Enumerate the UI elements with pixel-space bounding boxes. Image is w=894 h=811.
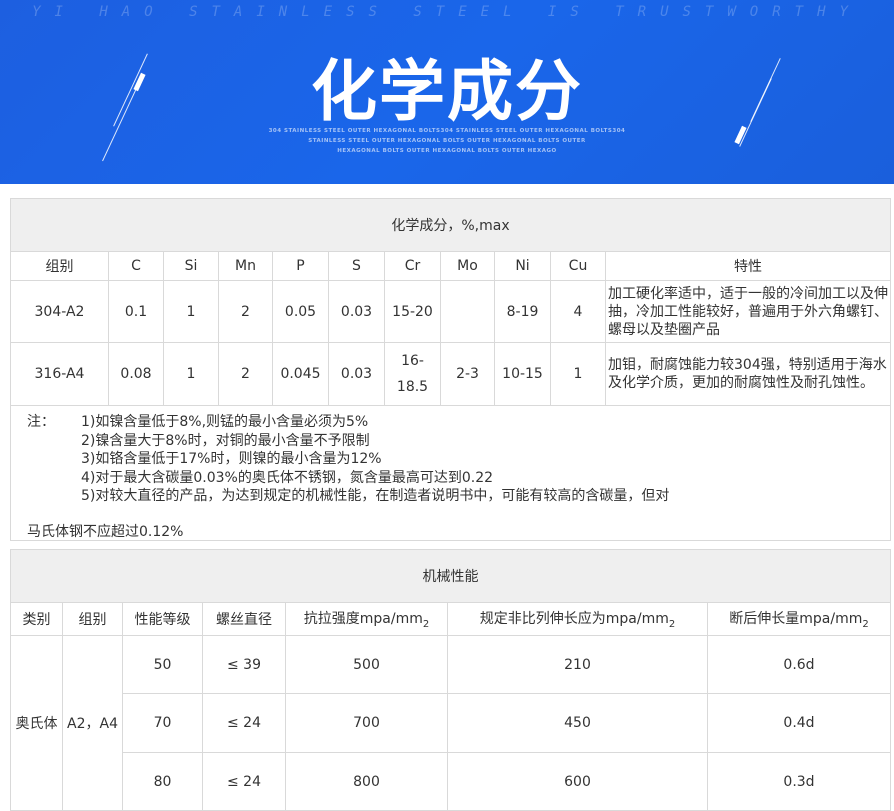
cell: 50 <box>122 635 203 694</box>
cell: 70 <box>122 693 203 753</box>
chemical-composition-table: 化学成分，%,max 组别 C Si Mn P S Cr Mo Ni Cu 特性… <box>10 198 891 406</box>
table-row: 316-A4 0.08 1 2 0.045 0.03 16-18.5 2-3 1… <box>10 342 891 406</box>
table-row: 奥氏体 A2，A4 50 ≤ 39 500 210 0.6d <box>10 635 891 811</box>
table-row: 304-A2 0.1 1 2 0.05 0.03 15-20 8-19 4 加工… <box>10 280 891 343</box>
property-description: 加工硬化率适中，适于一般的冷间加工以及伸抽，冷加工性能较好，普遍用于外六角螺钉、… <box>605 280 891 343</box>
cell: 8-19 <box>494 280 551 343</box>
column-header: S <box>328 251 385 281</box>
cell: 1 <box>163 342 219 406</box>
cell: 800 <box>285 752 448 811</box>
cell: 80 <box>122 752 203 811</box>
cell: 2 <box>218 280 273 343</box>
header-row: 类别 组别 性能等级 螺丝直径 抗拉强度mpa/mm2 规定非比列伸长应为mpa… <box>10 602 891 636</box>
cell: 316-A4 <box>10 342 109 406</box>
cell: 0.4d <box>707 693 891 753</box>
cell: 1 <box>163 280 219 343</box>
cell: 500 <box>285 635 448 694</box>
table-row: 80 ≤ 24 800 600 0.3d <box>11 752 891 811</box>
table-title: 机械性能 <box>10 549 891 603</box>
note-item: 3)如铬含量低于17%时，则镍的最小含量为12% <box>81 451 382 467</box>
notes: 注： 1)如镍含量低于8%,则锰的最小含量必须为5% 2)镍含量大于8%时，对铜… <box>10 405 891 541</box>
subtext-line: STAINLESS STEEL OUTER HEXAGONAL BOLTS OU… <box>308 138 586 144</box>
banner-tagline: YI HAO STAINLESS STEEL IS TRUSTWORTHY <box>32 4 862 20</box>
column-header: 组别 <box>10 251 109 281</box>
cell: 0.05 <box>272 280 329 343</box>
table-title: 化学成分，%,max <box>10 198 891 252</box>
column-header: C <box>108 251 164 281</box>
cell: 0.1 <box>108 280 164 343</box>
banner-subtext: 304 STAINLESS STEEL OUTER HEXAGONAL BOLT… <box>220 126 674 156</box>
note-item: 2)镍含量大于8%时，对铜的最小含量不予限制 <box>81 432 370 449</box>
column-header: P <box>272 251 329 281</box>
cell: 4 <box>550 280 606 343</box>
cell: 0.045 <box>272 342 329 406</box>
column-header: 性能等级 <box>122 602 203 636</box>
cell: 0.08 <box>108 342 164 406</box>
cell: 0.3d <box>707 752 891 811</box>
column-header: 断后伸长量mpa/mm2 <box>707 602 891 636</box>
column-header: Cu <box>550 251 606 281</box>
unit-subscript: 2 <box>668 618 676 630</box>
header-row: 组别 C Si Mn P S Cr Mo Ni Cu 特性 <box>10 251 891 281</box>
column-header: 规定非比列伸长应为mpa/mm2 <box>447 602 708 636</box>
column-header: 组别 <box>62 602 123 636</box>
column-header: Ni <box>494 251 551 281</box>
subtext-line: HEXAGONAL BOLTS OUTER HEXAGONAL BOLTS OU… <box>337 148 557 154</box>
cell: 2-3 <box>440 342 495 406</box>
column-header: 抗拉强度mpa/mm2 <box>285 602 448 636</box>
cell: 304-A2 <box>10 280 109 343</box>
cell: 16-18.5 <box>384 342 441 406</box>
cell: ≤ 39 <box>202 635 286 694</box>
table-row: 70 ≤ 24 700 450 0.4d <box>11 693 891 753</box>
group-cell: A2，A4 <box>62 635 123 811</box>
column-header: Cr <box>384 251 441 281</box>
category-cell: 奥氏体 <box>10 635 63 811</box>
note-item: 5)对较大直径的产品，为达到规定的机械性能，在制造者说明书中，可能有较高的含碳量… <box>81 488 670 504</box>
subtext-line: 304 STAINLESS STEEL OUTER HEXAGONAL BOLT… <box>268 128 626 134</box>
unit-subscript: 2 <box>862 618 869 630</box>
column-header: Si <box>163 251 219 281</box>
column-header: Mo <box>440 251 495 281</box>
cell: 0.03 <box>328 342 385 406</box>
column-header: Mn <box>218 251 273 281</box>
note-item: 1)如镍含量低于8%,则锰的最小含量必须为5% <box>81 414 369 430</box>
column-header: 类别 <box>10 602 63 636</box>
cell: 15-20 <box>384 280 441 343</box>
cell: 700 <box>285 693 448 753</box>
mechanical-properties-table: 机械性能 类别 组别 性能等级 螺丝直径 抗拉强度mpa/mm2 规定非比列伸长… <box>10 549 891 811</box>
note-item: 4)对于最大含碳量0.03%的奥氏体不锈钢，氮含量最高可达到0.22 <box>81 469 494 486</box>
header-text: 断后伸长量mpa/mm <box>729 611 863 628</box>
header-text: 抗拉强度mpa/mm <box>303 611 423 628</box>
note-continuation: 马氏体钢不应超过0.12% <box>27 524 184 540</box>
notes-list: 1)如镍含量低于8%,则锰的最小含量必须为5% 2)镍含量大于8%时，对铜的最小… <box>81 413 881 506</box>
cell: 0.6d <box>707 635 891 694</box>
cell: 450 <box>447 693 708 753</box>
column-header: 特性 <box>605 251 891 281</box>
cell: 10-15 <box>494 342 551 406</box>
property-description: 加钼，耐腐蚀能力较304强，特别适用于海水及化学介质，更加的耐腐蚀性及耐孔蚀性。 <box>605 342 891 406</box>
cell: 2 <box>218 342 273 406</box>
column-header: 螺丝直径 <box>202 602 286 636</box>
banner-title: 化学成分 <box>311 53 583 130</box>
cell: 1 <box>550 342 606 406</box>
cell: 210 <box>447 635 708 694</box>
header-text: 规定非比列伸长应为mpa/mm <box>479 611 669 628</box>
cell: ≤ 24 <box>202 752 286 811</box>
cell <box>440 280 495 343</box>
cell: 600 <box>447 752 708 811</box>
cell: 0.03 <box>328 280 385 343</box>
unit-subscript: 2 <box>422 618 430 630</box>
notes-label: 注： <box>27 414 55 430</box>
banner: YI HAO STAINLESS STEEL IS TRUSTWORTHY 化学… <box>0 0 894 184</box>
cell: ≤ 24 <box>202 693 286 753</box>
